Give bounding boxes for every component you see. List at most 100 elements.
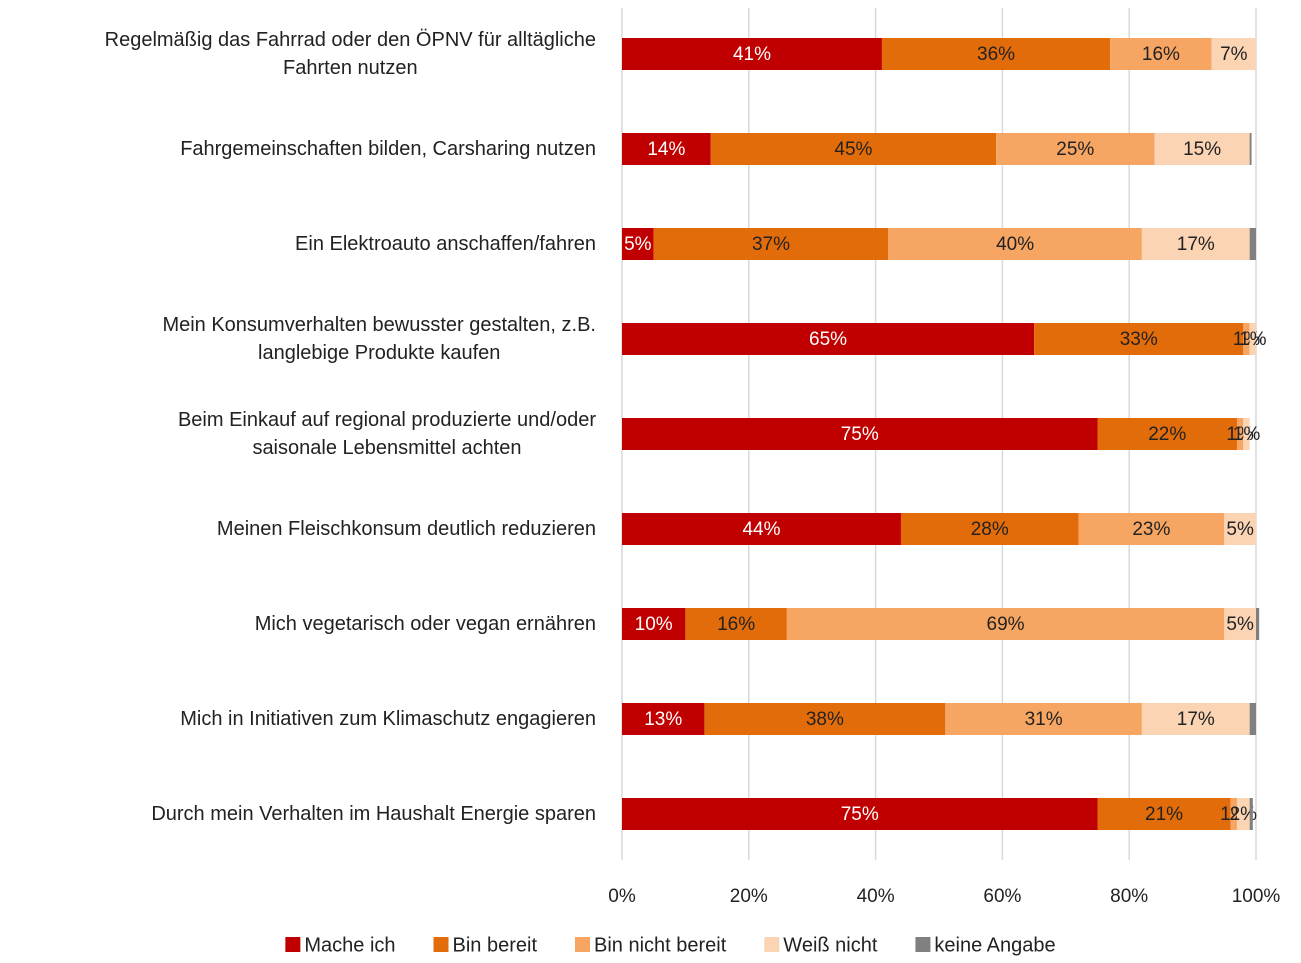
bar-segment [622,513,901,545]
category-text: Ein Elektroauto anschaffen/fahren [295,233,596,255]
legend-swatch [764,937,780,952]
data-label: 16% [717,614,755,635]
category-text: Durch mein Verhalten im Haushalt Energie… [151,803,596,825]
bar-segment [900,513,1079,545]
bar-segment [1224,513,1256,545]
bar-segment [1141,703,1250,735]
bar-segment [1249,228,1256,260]
category-label: Fahrgemeinschaften bilden, Carsharing nu… [0,135,596,163]
bar-segment [1249,323,1256,355]
data-label: 14% [647,139,685,160]
legend-swatch [285,937,301,952]
category-label: Mich in Initiativen zum Klimaschutz enga… [0,705,596,733]
data-label: 5% [624,234,652,255]
bar-segment [1034,323,1244,355]
category-text: Mein Konsumverhalten bewusster gestalten… [162,314,596,364]
bar-segment [888,228,1142,260]
data-label: 15% [1183,139,1221,160]
data-label: 37% [752,234,790,255]
data-label: 75% [841,424,879,445]
bar-segment [622,323,1035,355]
category-text: Fahrgemeinschaften bilden, Carsharing nu… [180,138,596,160]
category-text: Mich in Initiativen zum Klimaschutz enga… [180,708,596,730]
category-text: Regelmäßig das Fahrrad oder den ÖPNV für… [104,29,596,79]
data-label: 41% [733,44,771,65]
bar-segment [622,703,705,735]
bar-segment [1243,418,1250,450]
category-text: Mich vegetarisch oder vegan ernähren [254,613,596,635]
legend-swatch [575,937,591,952]
bar-segment [1256,608,1260,640]
data-label: 2% [1230,804,1258,825]
data-label: 75% [841,804,879,825]
bar-segment [1236,418,1244,450]
data-label: 23% [1132,519,1170,540]
x-tick-label: 40% [857,886,895,907]
data-label: 16% [1142,44,1180,65]
bar-segment [653,228,889,260]
bar-segment [1249,703,1256,735]
x-tick-label: 100% [1232,886,1281,907]
bar-segment [1224,608,1256,640]
data-label: 33% [1120,329,1158,350]
bar-segment [1211,38,1256,70]
data-label: 31% [1025,709,1063,730]
data-label: 17% [1177,709,1215,730]
data-label: 40% [996,234,1034,255]
bar-segment [1141,228,1250,260]
data-label: 5% [1226,614,1254,635]
data-label: 5% [1226,519,1254,540]
data-label: 38% [806,709,844,730]
bar-segment [622,798,1098,830]
legend-label: Mache ich [304,934,395,956]
bar-segment [1230,798,1237,830]
bar-segment [1249,798,1253,830]
bar-segment [622,133,711,165]
bar-segment [622,608,686,640]
x-tick-label: 20% [730,886,768,907]
bar-segment [704,703,946,735]
category-label: Meinen Fleischkonsum deutlich reduzieren [0,515,596,543]
legend-label: Bin nicht bereit [594,934,727,956]
data-label: 36% [977,44,1015,65]
legend-label: Bin bereit [453,934,538,956]
bar-segment [1249,133,1252,165]
x-tick-label: 0% [608,886,636,907]
data-label: 69% [987,614,1025,635]
bar-segment [881,38,1111,70]
legend-swatch [915,937,931,952]
category-text: Beim Einkauf auf regional produzierte un… [177,409,596,459]
bar-segment [710,133,997,165]
legend-label: Weiß nicht [783,934,878,956]
bar-segment [1078,513,1225,545]
data-label: 13% [644,709,682,730]
bar-segment [622,228,654,260]
data-label: 25% [1056,139,1094,160]
bar-segment [685,608,787,640]
category-label: Regelmäßig das Fahrrad oder den ÖPNV für… [0,26,596,82]
x-tick-label: 60% [983,886,1021,907]
bar-segment [1110,38,1212,70]
legend-label: keine Angabe [934,934,1055,956]
bar-segment [786,608,1225,640]
bar-segment [1236,798,1250,830]
bar-segment [1097,798,1231,830]
data-label: 10% [635,614,673,635]
legend: Mache ich Bin bereit Bin nicht bereit Weiß … [285,934,1056,956]
bar-segment [622,418,1098,450]
legend-swatch [433,937,449,952]
data-label: 21% [1145,804,1183,825]
category-label: Durch mein Verhalten im Haushalt Energie… [0,800,596,828]
data-label: 7% [1220,44,1248,65]
bar-segment [945,703,1142,735]
data-label: 28% [971,519,1009,540]
x-tick-label: 80% [1110,886,1148,907]
bar-segment [1154,133,1250,165]
category-text: Meinen Fleischkonsum deutlich reduzieren [216,518,596,540]
data-label: 45% [834,139,872,160]
category-label: Ein Elektroauto anschaffen/fahren [0,230,596,258]
data-label: 65% [809,329,847,350]
data-label: 1% [1239,329,1267,350]
